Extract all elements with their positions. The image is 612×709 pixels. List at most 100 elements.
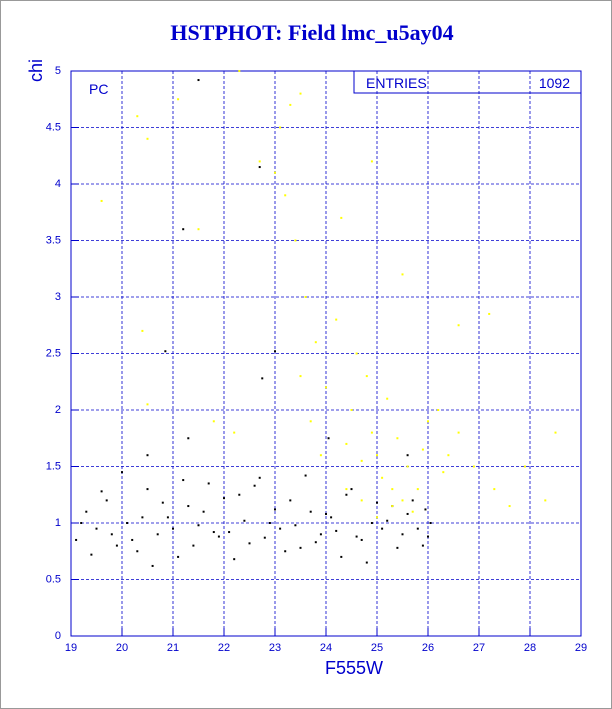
point	[437, 409, 440, 411]
point	[330, 516, 333, 519]
point	[401, 499, 404, 502]
point	[314, 341, 317, 344]
x-tick-label: 26	[422, 642, 434, 654]
point	[151, 564, 154, 567]
point	[360, 538, 363, 541]
point	[146, 488, 149, 491]
point	[258, 476, 261, 479]
point	[136, 550, 139, 553]
x-tick-label: 25	[371, 642, 383, 654]
point	[345, 493, 348, 496]
point	[376, 516, 378, 519]
point	[156, 533, 159, 536]
y-tick-label: 3.5	[46, 234, 61, 246]
point	[365, 561, 368, 564]
stats-label: ENTRIES	[366, 75, 427, 91]
point	[427, 420, 429, 423]
point	[90, 553, 93, 556]
point	[187, 505, 190, 508]
point	[233, 431, 236, 434]
point	[177, 555, 180, 558]
y-tick-label: 4.5	[46, 121, 61, 133]
point	[386, 519, 389, 522]
y-tick-label: 4	[55, 178, 61, 190]
point	[309, 510, 312, 513]
point	[554, 431, 557, 434]
point	[223, 497, 225, 500]
plot-frame	[70, 70, 582, 637]
point	[447, 454, 450, 457]
point	[424, 508, 427, 511]
point	[401, 273, 404, 276]
x-tick-label: 29	[575, 642, 587, 654]
point	[100, 199, 103, 202]
point	[523, 465, 526, 468]
point	[350, 409, 353, 411]
stats-value: 1092	[539, 75, 570, 91]
x-tick-label: 20	[116, 642, 128, 654]
point	[429, 522, 432, 524]
point	[177, 98, 180, 101]
point	[228, 531, 231, 534]
point	[457, 431, 460, 434]
point	[80, 522, 83, 524]
x-tick-label: 19	[65, 642, 77, 654]
point	[411, 499, 414, 502]
point	[391, 488, 394, 491]
point	[115, 544, 118, 547]
point	[95, 527, 98, 530]
point	[325, 386, 327, 389]
point	[304, 296, 307, 298]
point	[345, 488, 348, 491]
point	[335, 318, 338, 321]
point	[243, 519, 246, 522]
point	[370, 522, 373, 524]
point	[421, 544, 424, 547]
point	[279, 527, 282, 530]
x-tick-label: 28	[524, 642, 536, 654]
point	[289, 103, 292, 106]
point	[416, 488, 419, 491]
x-tick-label: 27	[473, 642, 485, 654]
point	[105, 499, 108, 502]
point	[182, 228, 185, 231]
point	[411, 510, 414, 513]
point	[110, 533, 113, 536]
point	[381, 476, 384, 479]
point	[212, 420, 215, 423]
point	[172, 527, 174, 530]
point	[345, 442, 348, 445]
point	[391, 505, 394, 508]
point	[187, 437, 190, 440]
point	[294, 239, 297, 242]
x-axis-label: F555W	[325, 658, 383, 678]
point	[192, 544, 195, 547]
point	[248, 542, 251, 545]
point	[299, 546, 302, 549]
point	[544, 499, 547, 502]
point	[136, 115, 139, 118]
point	[386, 397, 389, 400]
point	[141, 329, 144, 332]
point	[314, 541, 317, 544]
point	[261, 377, 264, 380]
point	[212, 531, 215, 534]
point	[202, 510, 205, 513]
point	[442, 471, 445, 474]
point	[258, 166, 261, 169]
chart-title: HSTPHOT: Field lmc_u5ay04	[170, 20, 453, 45]
point	[268, 522, 271, 524]
point	[360, 499, 363, 502]
y-tick-label: 0	[55, 630, 61, 642]
point	[197, 524, 200, 527]
point	[126, 522, 129, 524]
point	[508, 505, 511, 508]
point	[365, 375, 368, 378]
point	[146, 403, 149, 406]
point	[376, 501, 378, 504]
y-tick-label: 1	[55, 517, 61, 529]
point	[401, 533, 404, 536]
point	[335, 529, 338, 532]
